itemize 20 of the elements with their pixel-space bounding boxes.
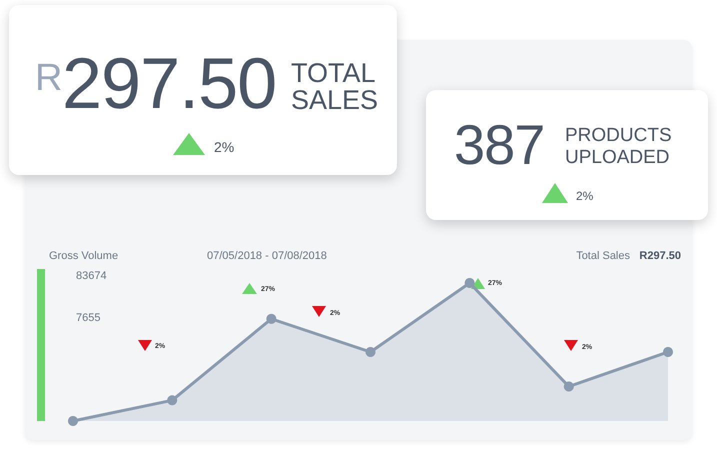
point xyxy=(167,395,178,406)
text: 2% xyxy=(576,189,594,203)
text: 387 xyxy=(454,112,544,177)
text: R297.50 xyxy=(639,250,681,262)
text: 297.50 xyxy=(62,43,276,125)
point xyxy=(366,347,376,357)
point xyxy=(266,314,276,324)
text: 83674 xyxy=(76,270,107,282)
text: 2% xyxy=(214,139,234,155)
point xyxy=(663,347,673,357)
text: R xyxy=(35,57,62,100)
point xyxy=(564,382,574,392)
chart-subtitle: 07/05/2018 - 07/08/2018 xyxy=(207,250,327,262)
point xyxy=(68,416,78,426)
text: PRODUCTS UPLOADED xyxy=(565,125,673,169)
annotation: 7655 xyxy=(76,312,100,324)
text: TOTAL SALES xyxy=(291,58,380,115)
y-axis-title: Gross Volume xyxy=(49,250,118,262)
point xyxy=(464,278,475,288)
text: Total Sales xyxy=(576,250,630,262)
